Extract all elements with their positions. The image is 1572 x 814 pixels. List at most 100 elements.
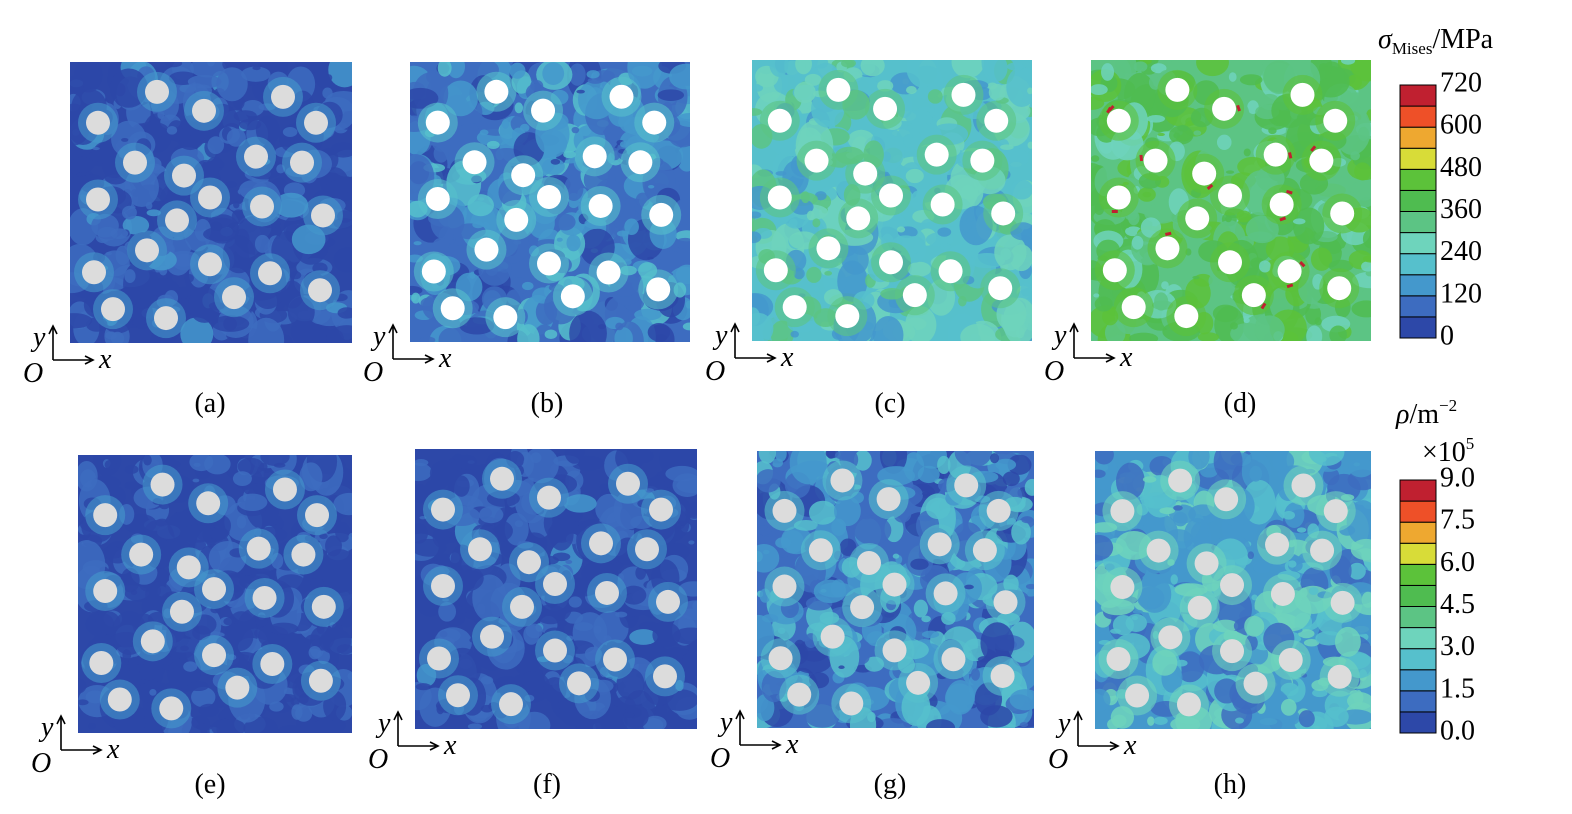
colorbar-segment xyxy=(1399,316,1437,339)
field-patch xyxy=(319,533,328,540)
field-patch xyxy=(411,292,421,304)
field-patch xyxy=(232,471,252,487)
fiber xyxy=(808,538,833,563)
field-patch xyxy=(415,462,432,482)
fiber xyxy=(567,671,591,696)
field-patch xyxy=(216,67,248,102)
field-patch xyxy=(467,723,483,729)
field-patch xyxy=(523,449,559,484)
colorbar-tick-label: 0 xyxy=(1440,320,1454,351)
axis-x: x xyxy=(438,343,452,374)
field-patch xyxy=(906,60,939,88)
fiber xyxy=(1110,575,1135,600)
field-patch xyxy=(277,725,305,733)
fiber xyxy=(656,589,680,614)
fiber xyxy=(89,651,114,676)
fiber xyxy=(782,295,807,320)
field-patch xyxy=(225,181,237,188)
field-patch xyxy=(280,280,304,309)
field-patch xyxy=(150,295,159,301)
fiber xyxy=(290,150,314,175)
field-patch xyxy=(995,458,1017,471)
field-patch xyxy=(233,201,240,209)
field-patch xyxy=(812,218,821,228)
field-patch xyxy=(1358,126,1370,141)
field-patch xyxy=(157,110,165,119)
contour-map: yO x (g) xyxy=(710,451,1034,800)
colorbar-segment xyxy=(1399,690,1437,713)
field-patch xyxy=(905,168,924,184)
field-patch xyxy=(467,194,494,217)
fiber xyxy=(1192,161,1217,186)
axis-x: x xyxy=(98,344,112,375)
field-patch xyxy=(333,492,352,516)
axis-x: x xyxy=(780,342,794,373)
fiber xyxy=(609,84,634,109)
fiber xyxy=(150,472,175,497)
fiber xyxy=(1214,487,1239,512)
field-patch xyxy=(274,192,309,218)
field-patch xyxy=(1007,454,1032,475)
field-patch xyxy=(905,86,917,95)
field-patch xyxy=(237,493,268,512)
field-patch xyxy=(472,221,485,229)
field-patch xyxy=(438,327,465,342)
fiber xyxy=(484,79,509,104)
contour-field xyxy=(78,455,352,733)
axis-y: y xyxy=(38,712,54,743)
field-patch xyxy=(1095,469,1106,479)
fiber xyxy=(225,675,250,700)
colorbar-tick-label: 3.0 xyxy=(1440,631,1475,662)
field-patch xyxy=(1175,501,1182,507)
field-patch xyxy=(254,234,270,253)
field-patch xyxy=(70,313,93,329)
field-patch xyxy=(415,484,428,504)
field-patch xyxy=(892,553,900,559)
field-patch xyxy=(191,686,216,708)
field-patch xyxy=(1230,322,1238,330)
fiber xyxy=(986,498,1011,523)
field-patch xyxy=(669,63,690,90)
stress-streak xyxy=(1260,302,1267,310)
field-patch xyxy=(1245,215,1279,244)
field-patch xyxy=(1151,300,1174,310)
field-patch xyxy=(1347,692,1371,710)
axis-arrow xyxy=(393,710,440,751)
fiber xyxy=(1220,573,1245,598)
field-patch xyxy=(988,83,1006,101)
field-patch xyxy=(923,114,933,125)
fiber xyxy=(1330,201,1355,226)
field-patch xyxy=(1025,583,1034,590)
fiber xyxy=(271,84,295,109)
field-patch xyxy=(758,451,776,464)
field-patch xyxy=(433,144,449,163)
field-patch xyxy=(675,264,690,285)
fiber xyxy=(646,277,671,302)
field-patch xyxy=(1093,293,1100,298)
fiber xyxy=(196,491,221,516)
fiber xyxy=(93,579,118,604)
fiber xyxy=(1323,499,1348,524)
field-patch xyxy=(124,269,136,284)
field-patch xyxy=(92,147,100,151)
symbol: σ xyxy=(1378,24,1393,55)
fiber xyxy=(1290,82,1315,107)
field-patch xyxy=(1348,458,1371,478)
field-patch xyxy=(226,128,246,147)
field-patch xyxy=(188,287,221,323)
field-patch xyxy=(824,270,833,276)
field-patch xyxy=(970,668,981,681)
fiber xyxy=(1168,468,1193,493)
field-patch xyxy=(621,585,647,605)
field-patch xyxy=(569,63,586,86)
fiber xyxy=(1327,664,1352,689)
fiber xyxy=(425,110,450,135)
fiber xyxy=(972,538,997,563)
field-patch xyxy=(1112,714,1127,727)
contour-map: yO x (h) xyxy=(1048,451,1371,800)
fiber xyxy=(499,692,523,717)
colorbar-tick-label: 6.0 xyxy=(1440,547,1475,578)
field-patch xyxy=(795,60,812,75)
field-patch xyxy=(110,331,125,343)
